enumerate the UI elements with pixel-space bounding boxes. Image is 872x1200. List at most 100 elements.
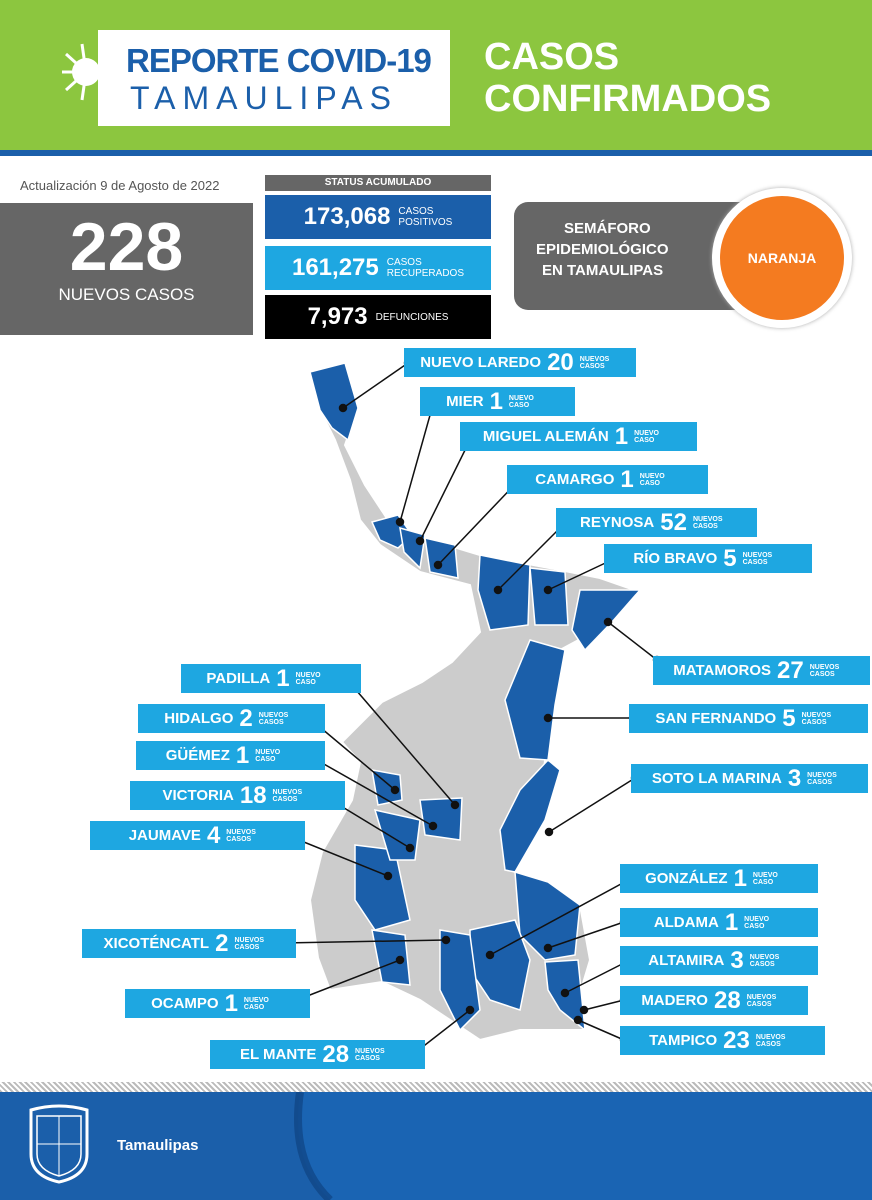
municipio-count: 1 [724, 908, 739, 936]
municipio-suffix: NUEVO CASO [639, 472, 665, 487]
municipio-suffix: NUEVO CASO [634, 429, 659, 444]
municipio-name: REYNOSA [580, 514, 655, 531]
title-box: REPORTE COVID-19 TAMAULIPAS [98, 30, 450, 126]
municipio-name: PADILLA [206, 670, 271, 687]
leader-line [349, 682, 456, 806]
status-label: CASOS POSITIVOS [398, 206, 453, 228]
municipio-suffix: NUEVOS CASOS [579, 355, 610, 370]
municipio-label: SAN FERNANDO 5 NUEVOS CASOS [629, 704, 868, 733]
municipio-suffix: NUEVO CASO [295, 671, 321, 686]
municipio-name: XICOTÉNCATL [103, 935, 210, 952]
leader-dot [573, 1015, 583, 1025]
footer: Tamaulipas [0, 1092, 872, 1200]
municipio-suffix: NUEVOS CASOS [809, 663, 840, 678]
municipio-suffix: NUEVOS CASOS [755, 1033, 786, 1048]
status-label: CASOS RECUPERADOS [386, 257, 464, 279]
municipio-count: 3 [787, 764, 802, 792]
status-row: 7,973 DEFUNCIONES [265, 295, 491, 339]
semaforo-level: NARANJA [712, 188, 852, 328]
municipio-count: 4 [206, 821, 221, 849]
update-date: Actualización 9 de Agosto de 2022 [20, 178, 220, 193]
municipio-count: 2 [215, 929, 229, 957]
footer-curve [294, 1092, 872, 1200]
municipio-name: SAN FERNANDO [655, 710, 777, 727]
leader-dot [543, 943, 553, 953]
municipio-label: CAMARGO 1 NUEVO CASO [507, 465, 708, 494]
title-line1: REPORTE COVID-19 [126, 42, 432, 79]
municipio-suffix: NUEVO CASO [255, 748, 281, 763]
leader-dot [415, 536, 425, 546]
municipio-suffix: NUEVO CASO [508, 394, 534, 409]
municipio-count: 28 [713, 986, 741, 1014]
municipio-label: NUEVO LAREDO 20 NUEVOS CASOS [404, 348, 636, 377]
municipio-label: TAMPICO 23 NUEVOS CASOS [620, 1026, 825, 1055]
municipio-name: EL MANTE [239, 1046, 317, 1063]
leader-dot [395, 955, 405, 965]
leader-dot [433, 560, 443, 570]
leader-line [583, 999, 625, 1011]
leader-dot [560, 988, 570, 998]
leader-dot [485, 950, 495, 960]
municipio-count: 52 [660, 508, 687, 536]
divider [0, 150, 872, 156]
municipio-count: 5 [723, 544, 737, 572]
municipio-label: MADERO 28 NUEVOS CASOS [620, 986, 808, 1015]
leader-dot [603, 617, 613, 627]
municipio-label: SOTO LA MARINA 3 NUEVOS CASOS [631, 764, 868, 793]
municipio-name: VICTORIA [162, 787, 234, 804]
leader-dot [383, 871, 393, 881]
leader-line [548, 777, 636, 833]
municipio-label: EL MANTE 28 NUEVOS CASOS [210, 1040, 425, 1069]
municipio-suffix: NUEVO CASO [752, 871, 778, 886]
municipio-suffix: NUEVOS CASOS [355, 1047, 385, 1062]
leader-line [419, 435, 473, 542]
municipio-count: 3 [730, 946, 744, 974]
tamaulipas-map [278, 358, 662, 1057]
municipio-suffix: NUEVOS CASOS [226, 828, 256, 843]
municipio-suffix: NUEVOS CASOS [746, 993, 777, 1008]
status-value: 173,068 [303, 203, 391, 230]
municipio-suffix: NUEVOS CASOS [258, 711, 289, 726]
municipio-count: 1 [235, 741, 250, 769]
leader-line [399, 400, 435, 523]
leader-line [307, 754, 434, 827]
header-banner: REPORTE COVID-19 TAMAULIPAS CASOS CONFIRM… [0, 0, 872, 150]
status-value: 7,973 [307, 303, 368, 330]
municipio-name: SOTO LA MARINA [651, 770, 782, 787]
status-value: 161,275 [291, 254, 379, 281]
leader-dot [390, 785, 400, 795]
municipio-count: 1 [733, 864, 747, 892]
municipio-label: ALTAMIRA 3 NUEVOS CASOS [620, 946, 818, 975]
municipio-label: XICOTÉNCATL 2 NUEVOS CASOS [82, 929, 296, 958]
new-cases-value: 228 [69, 209, 184, 285]
leader-dot [450, 800, 460, 810]
leader-line [489, 877, 633, 956]
municipio-name: TAMPICO [649, 1032, 718, 1049]
municipio-label: MIGUEL ALEMÁN 1 NUEVO CASO [460, 422, 697, 451]
municipio-label: JAUMAVE 4 NUEVOS CASOS [90, 821, 305, 850]
new-cases-label: NUEVOS CASOS [58, 285, 195, 304]
municipio-suffix: NUEVOS CASOS [749, 953, 780, 968]
leader-line [547, 921, 625, 949]
leader-line [564, 959, 631, 994]
status-row: 173,068 CASOS POSITIVOS [265, 195, 491, 239]
municipio-label: MIER 1 NUEVO CASO [420, 387, 575, 416]
municipio-count: 23 [723, 1026, 750, 1054]
municipio-count: 1 [620, 465, 634, 493]
municipio-count: 28 [322, 1040, 350, 1068]
status-label: DEFUNCIONES [375, 311, 449, 323]
leader-line [288, 835, 389, 877]
municipio-label: REYNOSA 52 NUEVOS CASOS [556, 508, 757, 537]
leader-dot [493, 585, 503, 595]
municipio-count: 1 [489, 387, 503, 415]
leader-dot [544, 827, 554, 837]
leader-dot [465, 1005, 475, 1015]
municipio-name: HIDALGO [164, 710, 234, 727]
municipio-label: RÍO BRAVO 5 NUEVOS CASOS [604, 544, 812, 573]
municipio-suffix: NUEVO CASO [243, 996, 269, 1011]
municipio-count: 5 [782, 704, 796, 732]
municipio-name: ALDAMA [653, 914, 719, 931]
municipio-name: JAUMAVE [128, 827, 201, 844]
leader-dot [405, 843, 415, 853]
municipio-suffix: NUEVOS CASOS [692, 515, 723, 530]
